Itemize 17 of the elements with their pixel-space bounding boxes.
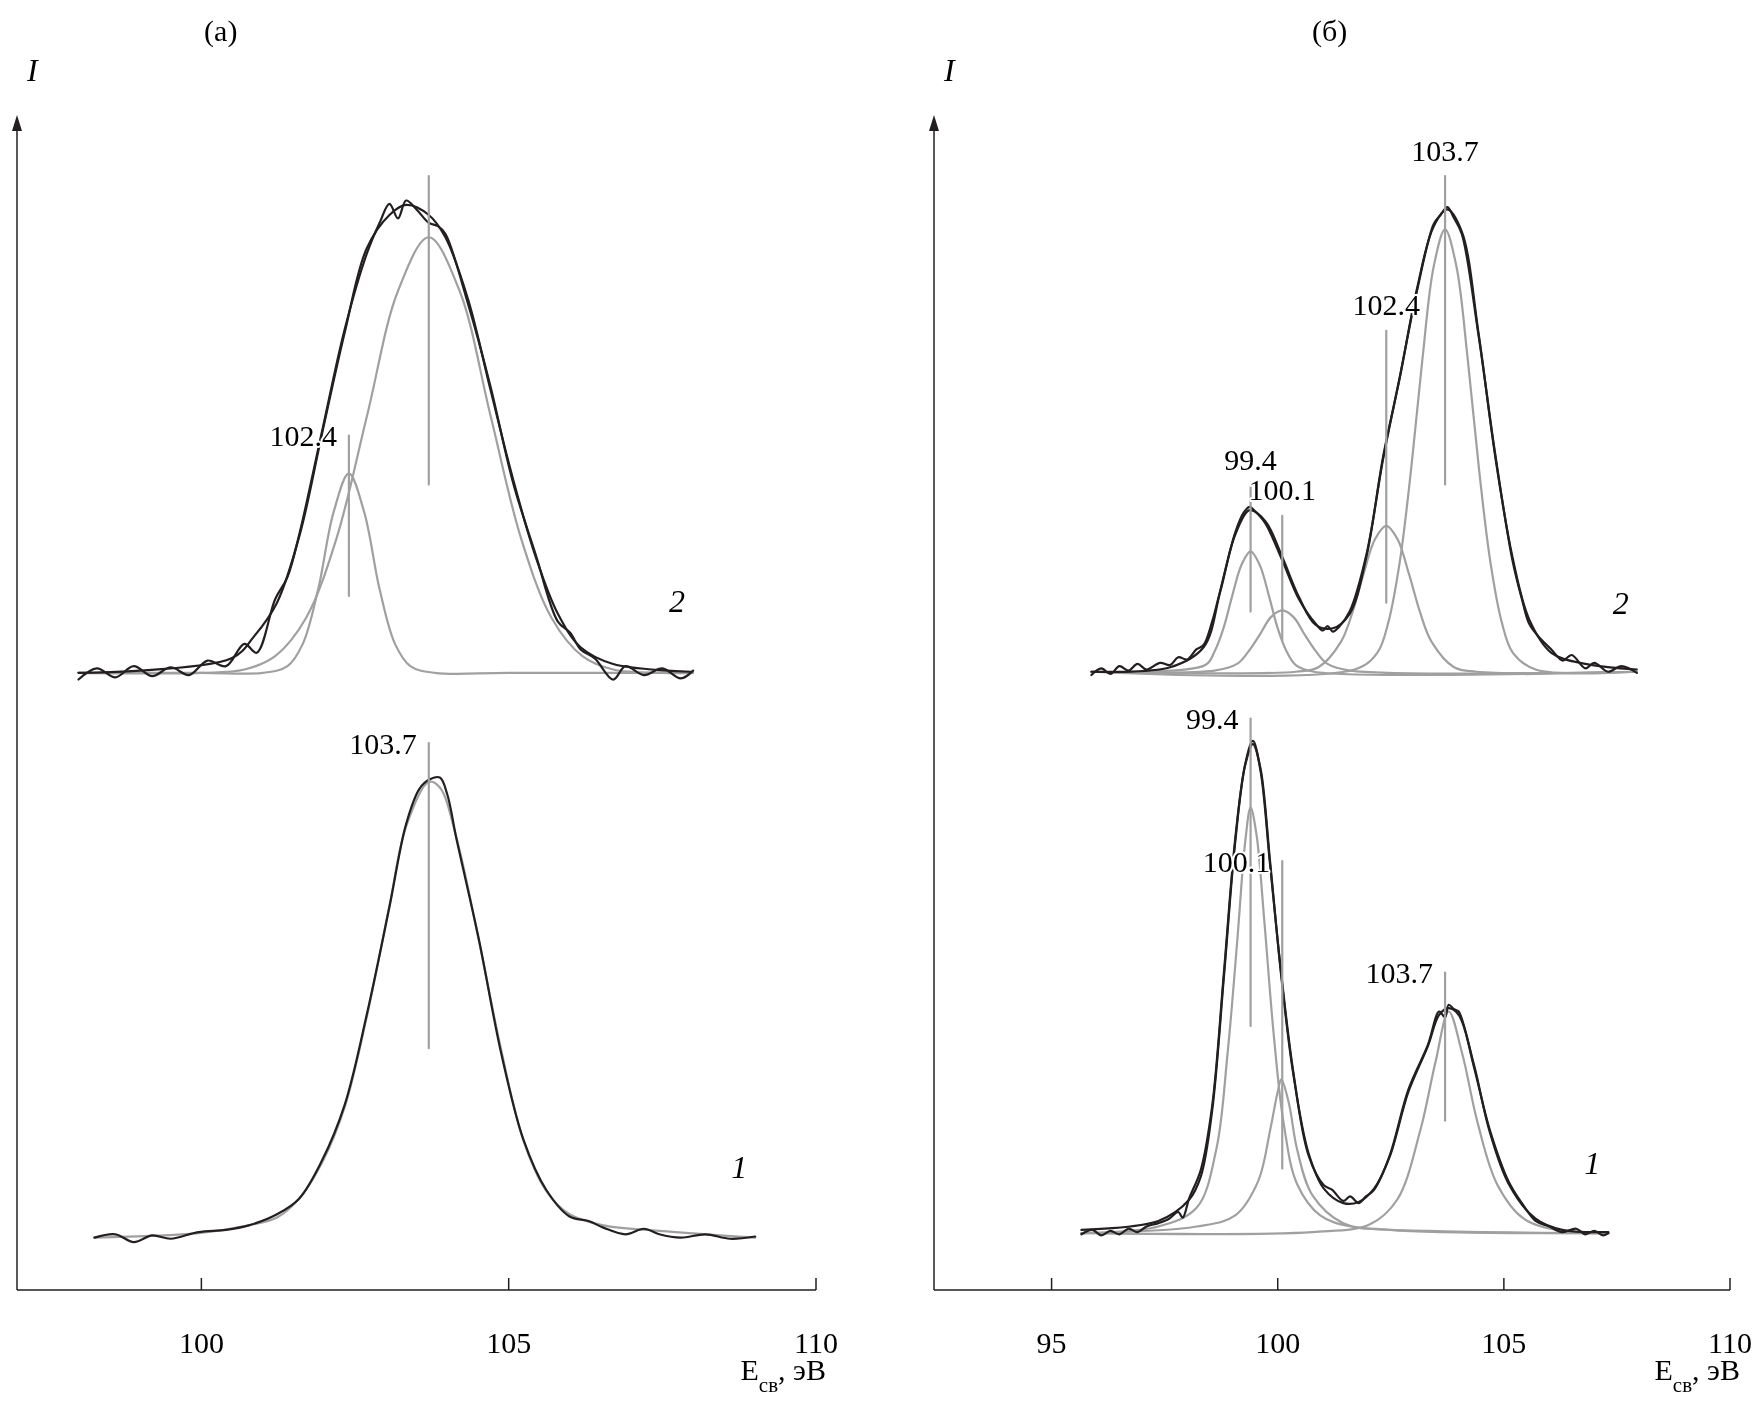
x-tick-label: 105 [1481, 1325, 1527, 1359]
y-axis-title: I [943, 52, 956, 88]
chart-title: (б) [1311, 13, 1348, 48]
annotation: 99.4 [1186, 702, 1239, 736]
x-tick-label: 95 [1036, 1325, 1067, 1359]
x-tick-label: 105 [486, 1325, 532, 1359]
x-tick-label: 100 [178, 1325, 224, 1359]
annotation: 103.7 [1365, 956, 1434, 990]
series-label: 2 [669, 582, 686, 619]
x-tick-label: 100 [1255, 1325, 1301, 1359]
series-label: 1 [731, 1148, 748, 1185]
chart-title: (а) [204, 13, 238, 48]
series-label: 2 [1612, 584, 1629, 621]
annotation: 103.7 [349, 726, 417, 760]
y-axis-title: I [26, 52, 39, 88]
annotation: 103.7 [1411, 133, 1479, 167]
series-label: 1 [1584, 1145, 1601, 1182]
